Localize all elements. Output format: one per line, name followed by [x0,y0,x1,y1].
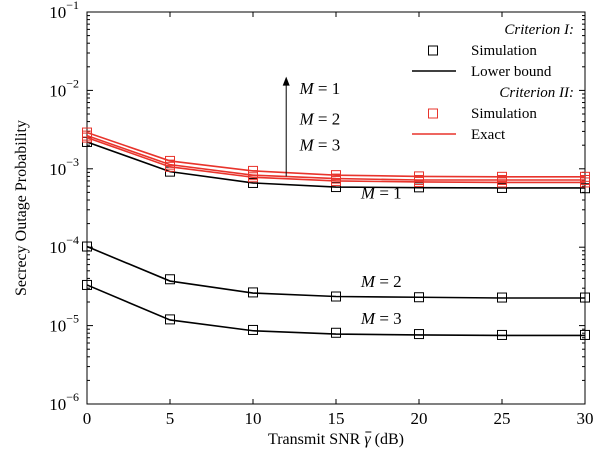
criterion-1-m3-marker [580,329,590,340]
criterion-1-m1-marker [580,183,590,194]
annotations-layer: M = 1 M = 2 M = 3 M = 1 M = 2 M = 3 [282,76,402,328]
criterion-2-m3-marker [248,172,258,183]
criterion-2-m1-line [86,131,585,178]
criterion-1-m2-marker [331,291,341,302]
criterion-1-m3-marker [414,329,424,340]
x-tick-label: 5 [166,409,175,428]
criterion-1-m3-marker [331,327,341,338]
y-tick-label: 10−3 [49,155,79,179]
criterion-2-m3-marker [331,175,341,186]
criterion-1-m1-marker [248,177,258,188]
legend-marker-square [428,108,438,119]
legend-entry-label: Simulation [471,106,537,122]
criterion-1-m3-marker [82,279,92,290]
legend-entry-label: Exact [471,127,506,143]
annotation-label: M = 3 [298,136,340,155]
y-tick-label: 10−1 [49,0,79,22]
y-tick-label: 10−4 [49,233,79,257]
annotation-label: M = 2 [298,109,340,128]
criterion-1-m2-marker [580,292,590,303]
criterion-1-m2-marker [248,287,258,298]
x-tick-label: 30 [577,409,594,428]
criterion-2-m3-marker [414,176,424,187]
legend-group-title: Criterion I: [504,22,574,38]
x-tick-label: 15 [328,409,345,428]
criterion-1-m3-marker [248,324,258,335]
x-tick-label: 10 [245,409,262,428]
criterion-1-m3-marker [165,314,175,325]
legend-marker-square [428,45,438,56]
y-tick-label: 10−6 [49,390,79,414]
criterion-2-m3-marker [497,177,507,188]
criterion-2-m3-marker [580,177,590,188]
axis-ticks: 0 5 10 15 20 25 30 10−6 10−5 10−4 10−3 10−2 10−1 [49,0,593,428]
x-axis-label: Transmit SNR γ (dB) [268,431,404,448]
x-tick-label: 20 [411,409,428,428]
criterion-2-m3-marker [165,161,175,172]
criterion-1-m1-marker [331,182,341,193]
trend-arrow-head [282,76,290,86]
criterion-2-m2-line [86,134,585,181]
criterion-1-m2-marker [165,274,175,285]
criterion-1-m2-marker [497,292,507,303]
criterion-1-m3-line [86,284,585,337]
legend-entry-label: Lower bound [471,64,552,80]
y-axis-label: Secrecy Outage Probability [13,120,30,296]
criterion-2-m3-marker [82,132,92,143]
x-tick-label: 25 [494,409,511,428]
series-layer [82,127,590,340]
legend-entry-label: Simulation [471,43,537,59]
criterion-2-m3-line [86,136,585,184]
y-tick-label: 10−2 [49,76,79,100]
criterion-1-m1-marker [497,182,507,193]
x-tick-label: 0 [83,409,92,428]
annotation-label: M = 1 [298,79,340,98]
criterion-1-m1-marker [414,182,424,193]
criterion-1-m2-line [86,245,585,299]
criterion-1-m2-marker [82,241,92,252]
annotation-label: M = 3 [360,309,402,328]
legend-group-title: Criterion II: [499,85,574,101]
annotation-label: M = 2 [360,272,402,291]
x-axis-label-prefix: Transmit SNR [268,431,364,448]
criterion-1-m3-marker [497,329,507,340]
legend: Criterion I: Simulation Lower bound Criteri… [412,22,574,143]
annotation-label: M = 1 [360,183,402,202]
y-tick-label: 10−5 [49,312,79,336]
x-axis-label-suffix: (dB) [371,431,404,448]
criterion-1-m2-marker [414,292,424,303]
x-axis-label-symbol: γ [364,431,371,448]
